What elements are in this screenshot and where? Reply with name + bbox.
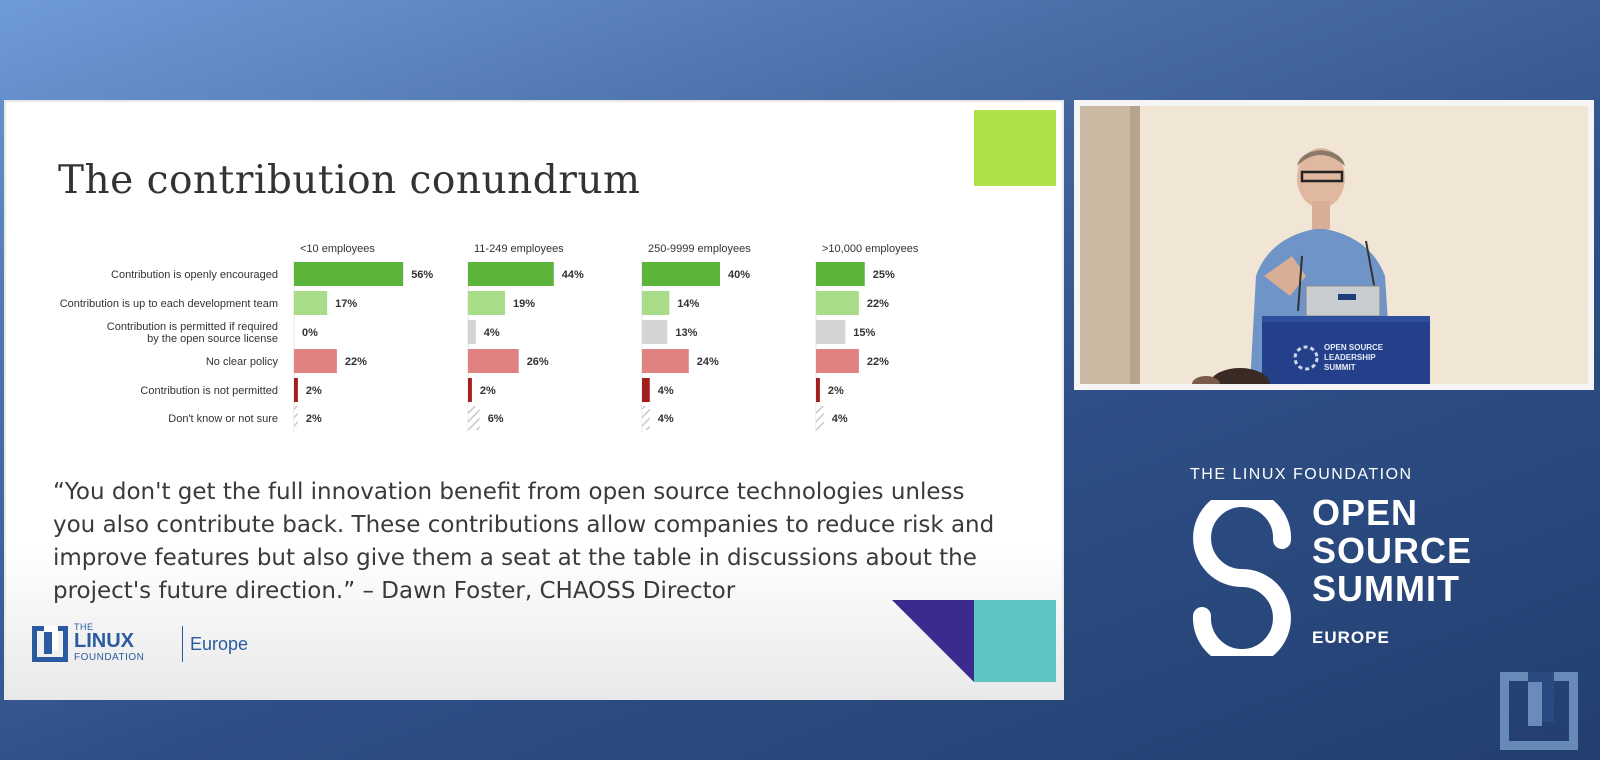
bar [468,378,472,402]
presentation-slide: The contribution conundrum Contribution … [4,100,1064,700]
data-label: 22% [345,356,367,368]
panel-header: >10,000 employees [822,243,919,255]
category-label: Don't know or not sure [168,413,278,425]
green-accent-square [974,110,1056,186]
data-label: 14% [677,298,699,310]
chart-svg: Contribution is openly encouraged Contrib… [60,243,919,432]
bar [642,262,720,286]
lectern-text-3: SUMMIT [1324,363,1356,372]
data-label: 2% [828,385,844,397]
bar [468,349,519,373]
data-label: 22% [867,356,889,368]
data-label: 44% [562,269,584,281]
contribution-chart: Contribution is openly encouraged Contrib… [6,102,1066,442]
bar [816,291,859,315]
corner-decoration [892,600,1056,682]
bar [642,406,650,430]
event-branding: THE LINUX FOUNDATION OPEN SOURCE SUMMIT … [1180,460,1500,660]
logo-the: THE [74,622,94,632]
data-label: 22% [867,298,889,310]
bar [816,349,859,373]
panel-header: 250-9999 employees [648,243,751,255]
bar [468,406,480,430]
data-label: 2% [306,385,322,397]
category-label: by the open source license [147,333,278,345]
category-label: Contribution is not permitted [140,385,278,397]
event-line-3: SUMMIT [1312,568,1460,609]
data-label: 4% [658,413,674,425]
event-line-2: SOURCE [1312,530,1473,571]
panel-header: <10 employees [300,243,375,255]
slide-title: The contribution conundrum [58,158,641,203]
linux-foundation-mark-icon [32,626,68,662]
data-label: 25% [873,269,895,281]
data-label: 15% [853,327,875,339]
category-label: No clear policy [206,356,279,368]
event-line-1: OPEN [1312,492,1419,533]
bar [468,262,554,286]
category-label: Contribution is up to each development t… [60,298,278,310]
data-label: 0% [302,327,318,339]
logo-linux: LINUX [74,630,134,652]
data-label: 17% [335,298,357,310]
speaker-video-scene: OPEN SOURCE LEADERSHIP SUMMIT [1080,106,1588,384]
data-label: 2% [306,413,322,425]
data-label: 13% [675,327,697,339]
data-label: 26% [527,356,549,368]
bar [816,320,846,344]
data-label: 4% [658,385,674,397]
data-label: 2% [480,385,496,397]
bar [468,291,506,315]
data-label: 6% [488,413,504,425]
category-label: Contribution is permitted if required [107,321,278,333]
logo-separator [182,626,183,662]
summit-s-logo-icon [1192,500,1292,656]
bar [294,349,337,373]
bar [294,262,404,286]
bar [816,406,824,430]
data-label: 24% [697,356,719,368]
bar [816,262,865,286]
category-label: Contribution is openly encouraged [111,269,278,281]
bar [642,378,650,402]
linux-foundation-watermark-icon [1500,672,1578,750]
bar [468,320,476,344]
data-label: 40% [728,269,750,281]
panel-header: 11-249 employees [474,243,564,255]
bar [294,378,298,402]
data-label: 4% [832,413,848,425]
lectern-logo-icon [1293,345,1319,371]
speaker-video: OPEN SOURCE LEADERSHIP SUMMIT [1074,100,1594,390]
bar [294,291,328,315]
bar [294,406,298,430]
bar [642,320,668,344]
event-region: EUROPE [1312,628,1390,647]
event-org: THE LINUX FOUNDATION [1190,466,1413,483]
lectern-text-1: OPEN SOURCE [1324,343,1384,352]
linux-foundation-europe-logo: THE LINUX FOUNDATION Europe [32,622,248,666]
slide-quote: “You don't get the full innovation benef… [53,479,995,604]
bar [642,291,670,315]
data-label: 19% [513,298,535,310]
data-label: 4% [484,327,500,339]
bar [642,349,689,373]
data-label: 56% [411,269,433,281]
bar [816,378,820,402]
lectern-text-2: LEADERSHIP [1324,353,1376,362]
logo-region: Europe [190,634,249,654]
logo-foundation: FOUNDATION [74,652,145,663]
